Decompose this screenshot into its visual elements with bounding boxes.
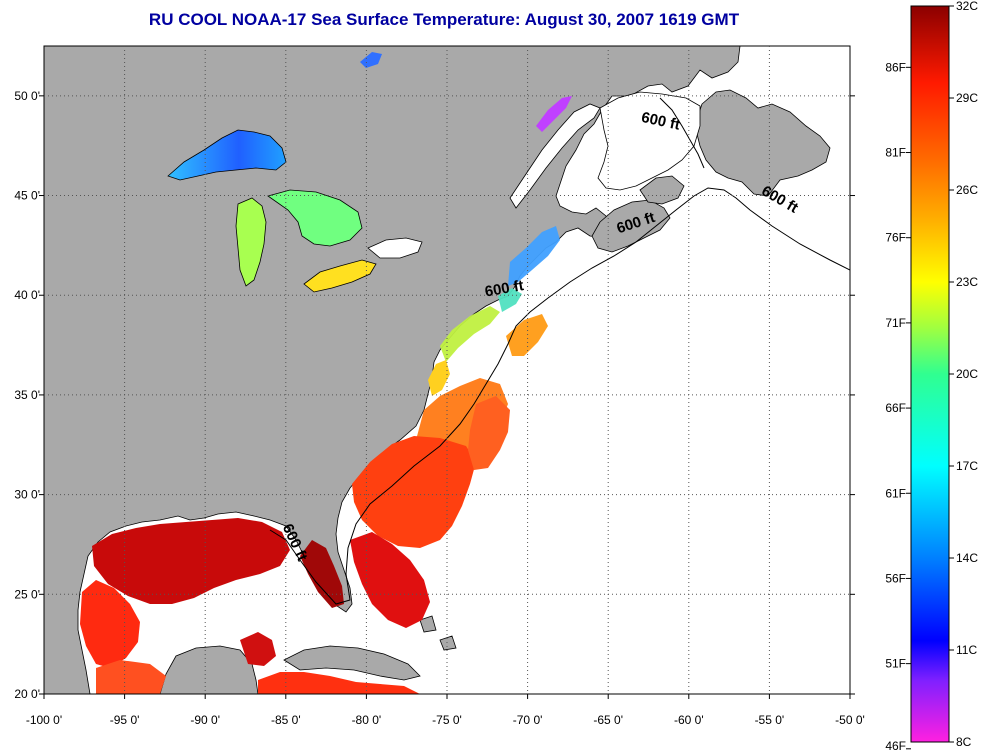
colorbar-celsius-label: 32C <box>956 0 978 13</box>
sst-mid-atlantic-shelf <box>440 306 500 362</box>
lat-tick-label: 45 0' <box>14 189 40 203</box>
lon-tick-label: -95 0' <box>110 713 140 727</box>
colorbar-celsius-label: 14C <box>956 551 978 565</box>
colorbar-celsius-label: 26C <box>956 183 978 197</box>
sst-gulf-stream-east <box>468 396 510 470</box>
colorbar-labels: 32C 29C 26C 23C 20C 17C 14C 11C 8C 86F 81F 76F 71F 66… <box>885 0 978 753</box>
map-panel[interactable]: -100 0' -95 0' -90 0' -85 0' -80 0' -75 0' -70… <box>14 45 865 727</box>
sst-offshore-patch <box>506 314 548 356</box>
colorbar-fahrenheit-label: 71F <box>885 316 906 330</box>
gulf-st-lawrence-water <box>597 91 701 191</box>
colorbar-celsius-label: 8C <box>956 735 972 749</box>
colorbar-fahrenheit-label: 56F <box>885 571 906 585</box>
sst-hudson-patch <box>360 52 382 68</box>
lake-erie <box>303 259 377 293</box>
lat-tick-label: 25 0' <box>14 587 40 601</box>
sst-caribbean <box>258 672 420 694</box>
contour-label-600ft: 600 ft <box>483 277 525 301</box>
st-lawrence-river <box>509 103 601 209</box>
colorbar-celsius-label: 20C <box>956 367 978 381</box>
lake-huron <box>267 189 363 247</box>
axis-ticks: -100 0' -95 0' -90 0' -85 0' -80 0' -75 0' -70… <box>14 89 864 727</box>
map-title: RU COOL NOAA-17 Sea Surface Temperature:… <box>148 10 740 29</box>
sst-bay-of-campeche <box>96 660 166 694</box>
lat-tick-label: 40 0' <box>14 288 40 302</box>
lon-tick-label: -65 0' <box>593 713 623 727</box>
grid-lines <box>44 46 850 694</box>
colorbar-celsius-label: 11C <box>956 643 977 657</box>
sst-labrador-sliver <box>536 96 572 132</box>
lat-tick-label: 35 0' <box>14 388 40 402</box>
sst-georges-bank <box>498 288 522 312</box>
colorbar: 32C 29C 26C 23C 20C 17C 14C 11C 8C 86F 81F 76F 71F 66… <box>885 0 978 753</box>
lat-tick-label: 50 0' <box>14 89 40 103</box>
colorbar-fahrenheit-label: 61F <box>885 486 906 500</box>
lon-tick-label: -90 0' <box>190 713 220 727</box>
sst-south-atlantic-bight <box>352 436 476 548</box>
colorbar-fahrenheit-label: 46F <box>885 739 906 753</box>
sst-gulf-of-maine <box>508 226 560 286</box>
cape-breton-land <box>639 175 685 205</box>
lon-tick-label: -100 0' <box>26 713 62 727</box>
lake-michigan <box>235 197 267 287</box>
colorbar-fahrenheit-label: 51F <box>885 657 906 671</box>
cuba-land <box>283 645 421 681</box>
lon-tick-label: -50 0' <box>835 713 865 727</box>
sst-west-florida-shelf <box>300 540 344 608</box>
lon-tick-label: -80 0' <box>352 713 382 727</box>
sst-yucatan-channel <box>240 632 276 666</box>
sst-data-overlay <box>80 52 572 694</box>
lake-superior <box>167 129 287 181</box>
sst-gulf-north <box>92 518 290 604</box>
colorbar-fahrenheit-label: 66F <box>885 401 906 415</box>
lat-tick-label: 20 0' <box>14 687 40 701</box>
nova-scotia-land <box>591 199 671 253</box>
great-lakes <box>167 129 423 293</box>
lon-tick-label: -70 0' <box>513 713 543 727</box>
isobath-600ft-labrador <box>659 97 705 169</box>
sst-chesapeake <box>428 360 450 396</box>
lon-tick-label: -75 0' <box>432 713 462 727</box>
colorbar-fahrenheit-label: 86F <box>885 60 906 74</box>
colorbar-celsius-label: 23C <box>956 275 978 289</box>
newfoundland-land <box>695 89 831 197</box>
sst-florida-straits <box>350 532 430 628</box>
colorbar-celsius-label: 29C <box>956 91 978 105</box>
lat-tick-label: 30 0' <box>14 488 40 502</box>
colorbar-gradient <box>910 5 950 743</box>
yucatan-land <box>159 645 259 694</box>
lake-ontario <box>367 237 423 259</box>
lon-tick-label: -55 0' <box>755 713 785 727</box>
colorbar-fahrenheit-label: 81F <box>885 146 906 160</box>
lon-tick-label: -60 0' <box>674 713 704 727</box>
colorbar-fahrenheit-label: 76F <box>885 231 906 245</box>
colorbar-celsius-label: 17C <box>956 459 978 473</box>
lon-tick-label: -85 0' <box>271 713 301 727</box>
isobath-600ft <box>269 187 850 605</box>
